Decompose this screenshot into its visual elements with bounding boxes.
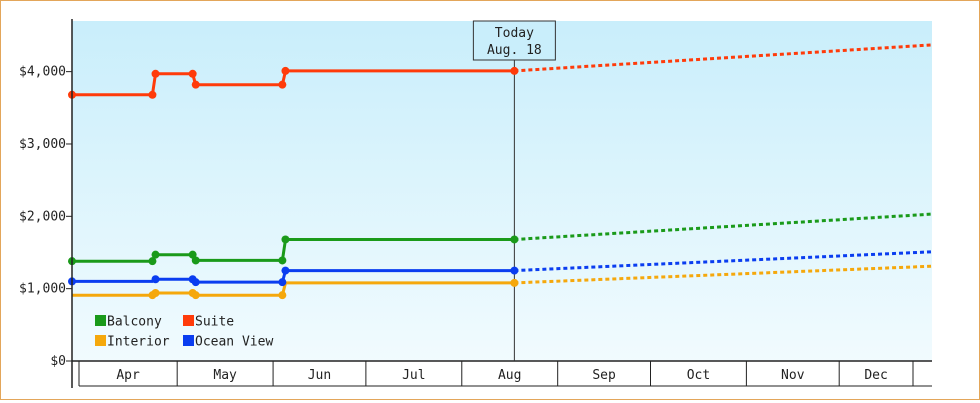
suite-point <box>148 90 157 99</box>
legend-swatch <box>183 315 194 326</box>
suite-point <box>191 80 200 89</box>
legend-label: Suite <box>195 315 234 330</box>
legend-item-balcony: Balcony <box>95 315 162 330</box>
legend-item-suite: Suite <box>183 315 234 330</box>
x-tick-label: May <box>213 368 237 383</box>
today-box <box>472 20 556 61</box>
series-layer <box>68 43 933 300</box>
today-date: Aug. 18 <box>487 43 542 58</box>
ocean-view-point <box>151 275 160 284</box>
plot-background <box>72 21 932 361</box>
suite-series <box>68 43 933 99</box>
ocean-view-point <box>510 266 519 275</box>
x-tick-label: Sep <box>592 368 616 383</box>
x-tick-label: Jul <box>402 368 425 383</box>
legend-swatch <box>95 315 106 326</box>
x-tick-label: Oct <box>687 368 710 383</box>
x-axis: Apr May Jun Jul Aug Sep Oct Nov Dec <box>72 360 932 387</box>
x-tick-label: Nov <box>781 368 805 383</box>
y-axis: $0 $1,000 $2,000 $3,000 $4,000 <box>19 65 72 369</box>
ocean-view-series <box>68 250 933 287</box>
today-marker: Today Aug. 18 <box>472 20 556 361</box>
ocean-view-point <box>281 266 290 275</box>
legend-label: Ocean View <box>195 335 273 350</box>
y-tick-label: $0 <box>50 354 66 369</box>
interior-point <box>278 291 287 300</box>
ocean-view-point <box>191 278 200 287</box>
suite-point <box>151 69 160 78</box>
balcony-point <box>191 256 200 265</box>
interior-point <box>191 291 200 300</box>
balcony-point <box>151 250 160 259</box>
legend: Balcony Suite Interior Ocean View <box>95 315 273 350</box>
legend-item-ocean-view: Ocean View <box>183 335 273 350</box>
legend-item-interior: Interior <box>95 335 170 350</box>
y-tick-label: $4,000 <box>19 65 66 80</box>
balcony-point <box>278 256 287 265</box>
suite-point <box>281 66 290 75</box>
x-tick-label: Apr <box>116 368 140 383</box>
ocean-view-point <box>278 278 287 287</box>
interior-point <box>510 278 519 287</box>
legend-label: Interior <box>107 335 170 350</box>
legend-label: Balcony <box>107 315 162 330</box>
x-tick-label: Jun <box>308 368 331 383</box>
y-tick-label: $2,000 <box>19 209 66 224</box>
today-label: Today <box>495 26 534 41</box>
y-tick-label: $1,000 <box>19 282 66 297</box>
x-tick-label: Aug <box>498 368 521 383</box>
y-tick-label: $3,000 <box>19 137 66 152</box>
interior-point <box>151 289 160 297</box>
suite-point <box>188 69 197 78</box>
x-tick-label: Dec <box>864 368 887 383</box>
balcony-point <box>281 235 290 244</box>
suite-point <box>278 80 287 89</box>
legend-swatch <box>183 335 194 346</box>
balcony-point <box>148 257 157 266</box>
balcony-series <box>68 212 933 266</box>
suite-point <box>510 66 519 75</box>
legend-swatch <box>95 335 106 346</box>
balcony-point <box>510 235 519 244</box>
